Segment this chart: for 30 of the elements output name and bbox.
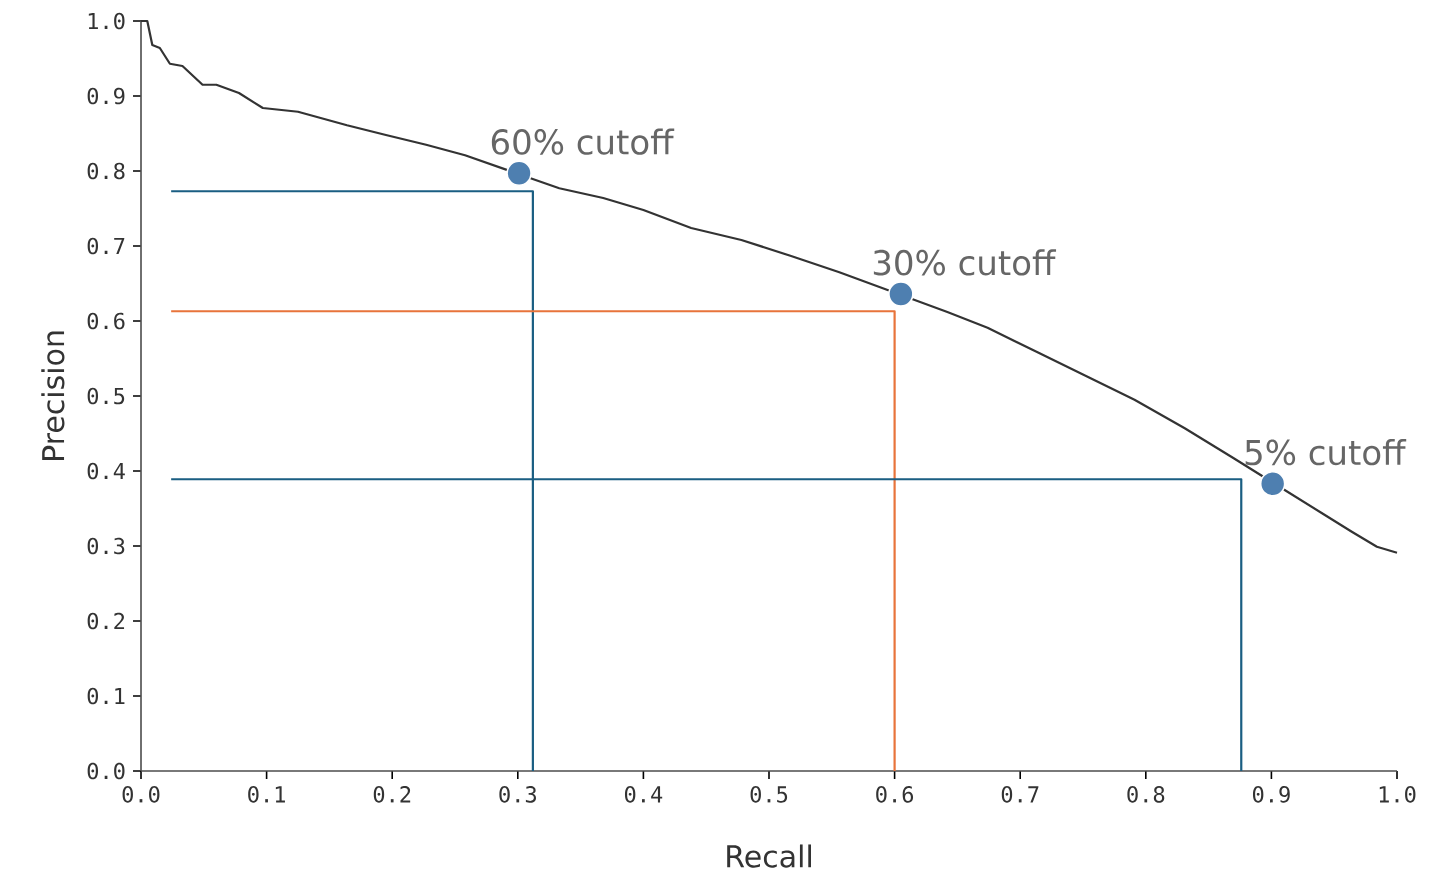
x-tick-label: 1.0 — [1379, 786, 1416, 803]
annotation: 60% cutoff — [491, 128, 675, 155]
y-axis-title: Precision — [41, 331, 65, 460]
point — [1259, 470, 1286, 497]
y-tick-label: 0.5 — [87, 387, 125, 405]
point — [506, 160, 532, 187]
y-tick-label: 1.0 — [88, 12, 125, 30]
y-tick-label: 0.6 — [87, 312, 125, 330]
point — [888, 281, 914, 307]
x-tick-label: 0.4 — [624, 786, 663, 803]
y-tick-label: 0.8 — [87, 162, 125, 180]
x-tick-label: 0.3 — [499, 786, 536, 803]
y-tick-label: 0.4 — [87, 462, 125, 480]
x-axis-title: Recall — [727, 844, 811, 868]
y-tick-label: 0.3 — [87, 537, 125, 555]
annotation: 5% cutoff — [1245, 439, 1407, 466]
x-tick-label: 0.6 — [876, 786, 914, 803]
x-tick-label: 0.2 — [373, 786, 411, 803]
y-tick-label: 0.2 — [87, 612, 125, 630]
annotation: 30% cutoff — [873, 249, 1057, 276]
y-tick-label: 0.7 — [87, 237, 125, 255]
y-tick-label: 0.1 — [87, 687, 125, 705]
x-tick-label: 0.5 — [750, 786, 788, 803]
x-tick-label: 0.1 — [248, 786, 285, 803]
x-tick-label: 0.8 — [1127, 786, 1165, 803]
y-tick-label: 0.9 — [87, 87, 125, 105]
x-tick-label: 0.7 — [1001, 786, 1039, 803]
x-tick-label: 0.9 — [1252, 786, 1290, 803]
y-tick-label: 0.0 — [87, 762, 125, 780]
x-tick-label: 0.0 — [122, 786, 160, 803]
